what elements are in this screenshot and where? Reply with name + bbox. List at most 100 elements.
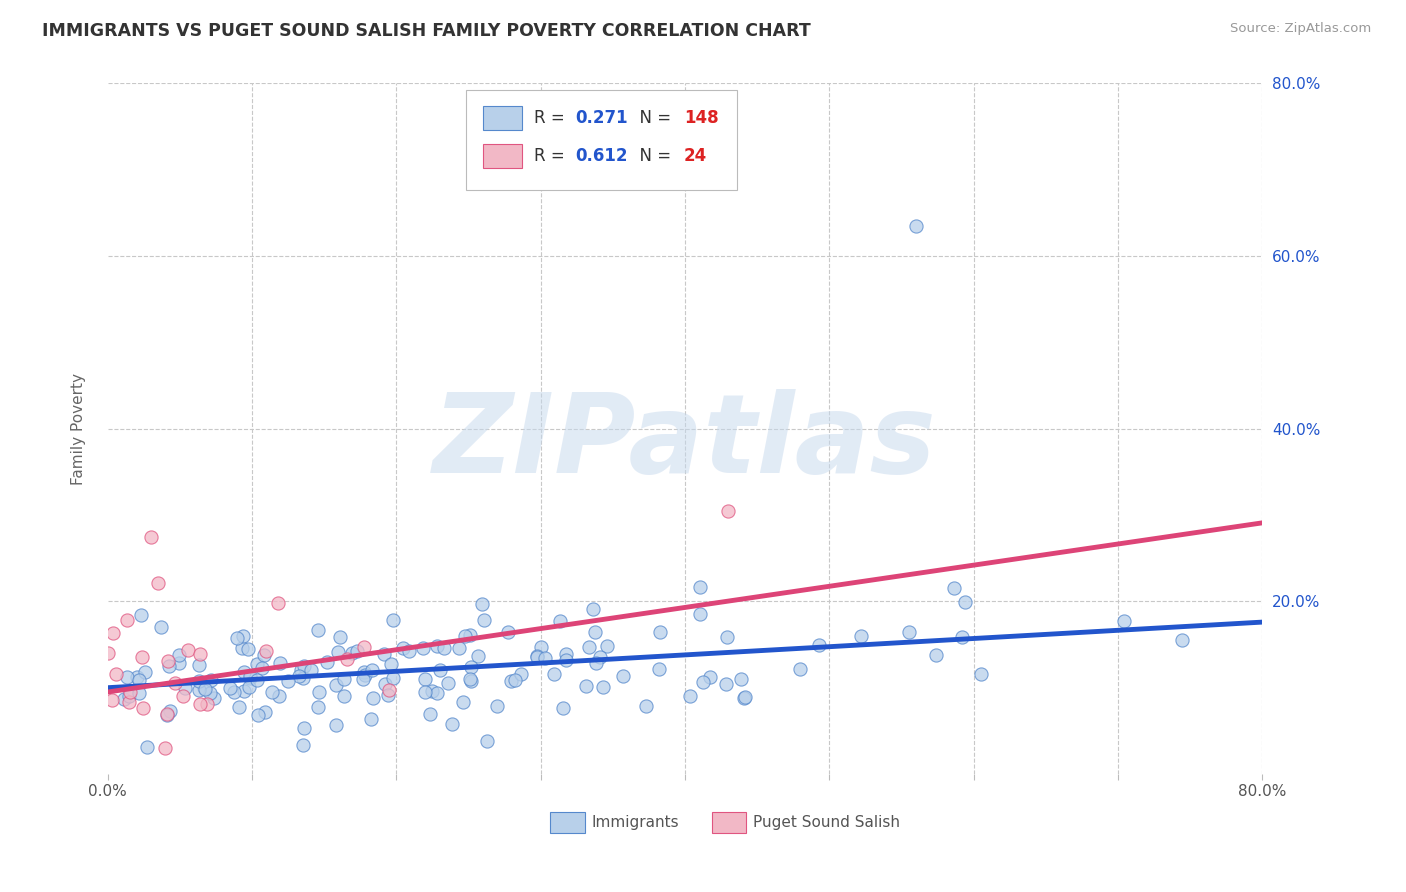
Point bbox=[433, 640, 456, 655]
Point bbox=[128, 673, 150, 688]
Text: 24: 24 bbox=[683, 147, 707, 165]
Point bbox=[159, 704, 181, 718]
Text: Puget Sound Salish: Puget Sound Salish bbox=[754, 815, 900, 830]
Point bbox=[897, 624, 920, 639]
Point bbox=[118, 685, 141, 699]
Point bbox=[153, 741, 176, 756]
Point bbox=[105, 667, 128, 681]
Point bbox=[316, 655, 339, 669]
Point bbox=[346, 644, 368, 658]
Point bbox=[139, 530, 162, 544]
Point bbox=[97, 646, 120, 660]
Point bbox=[398, 643, 420, 657]
Point bbox=[239, 671, 262, 685]
Point bbox=[374, 677, 396, 691]
Point bbox=[451, 695, 474, 709]
Point bbox=[449, 641, 471, 656]
Point bbox=[195, 697, 218, 711]
FancyBboxPatch shape bbox=[550, 812, 585, 833]
Point bbox=[172, 690, 194, 704]
Point bbox=[101, 626, 124, 640]
Point bbox=[277, 674, 299, 689]
Point bbox=[592, 681, 614, 695]
Point bbox=[299, 663, 322, 677]
Point bbox=[955, 595, 977, 609]
Text: R =: R = bbox=[534, 147, 569, 165]
Point bbox=[679, 689, 702, 703]
Point bbox=[125, 670, 148, 684]
Point bbox=[131, 649, 153, 664]
Point bbox=[595, 639, 617, 653]
Point bbox=[413, 672, 436, 686]
Text: ZIPatlas: ZIPatlas bbox=[433, 389, 936, 496]
Point bbox=[553, 700, 575, 714]
Point bbox=[200, 673, 222, 687]
Point bbox=[129, 607, 152, 622]
Point bbox=[733, 690, 755, 705]
Point bbox=[118, 695, 141, 709]
Point bbox=[238, 642, 260, 657]
Point bbox=[352, 672, 374, 686]
Point bbox=[585, 657, 607, 671]
Point bbox=[460, 659, 482, 673]
Point bbox=[198, 686, 221, 700]
Point bbox=[193, 681, 215, 696]
Point bbox=[226, 631, 249, 645]
Point bbox=[254, 644, 277, 658]
Point bbox=[789, 663, 811, 677]
Point bbox=[454, 629, 477, 643]
Point bbox=[100, 693, 122, 707]
Point bbox=[246, 673, 269, 687]
Point bbox=[471, 597, 494, 611]
Point bbox=[340, 646, 363, 660]
Point bbox=[689, 580, 711, 594]
FancyBboxPatch shape bbox=[465, 90, 737, 191]
Point bbox=[382, 671, 405, 685]
Point bbox=[112, 691, 135, 706]
Point bbox=[548, 614, 571, 628]
Point bbox=[361, 690, 384, 705]
Point bbox=[426, 639, 449, 653]
Point bbox=[291, 671, 314, 685]
Point bbox=[734, 690, 756, 705]
Point bbox=[332, 672, 354, 686]
Point bbox=[219, 681, 242, 695]
Point bbox=[134, 665, 156, 680]
Point bbox=[156, 706, 179, 721]
Point bbox=[360, 713, 382, 727]
Point bbox=[391, 640, 413, 655]
Point bbox=[499, 673, 522, 688]
Point bbox=[232, 629, 254, 643]
Point bbox=[574, 679, 596, 693]
Point bbox=[692, 674, 714, 689]
Point bbox=[503, 673, 526, 688]
Point bbox=[717, 504, 740, 518]
Point bbox=[526, 649, 548, 664]
Point bbox=[924, 648, 946, 662]
Point bbox=[239, 669, 262, 683]
Point bbox=[583, 625, 606, 640]
Point bbox=[228, 700, 250, 714]
Point bbox=[440, 717, 463, 731]
Point bbox=[612, 669, 634, 683]
Point bbox=[169, 648, 191, 662]
Point bbox=[231, 641, 253, 656]
Point bbox=[307, 699, 329, 714]
Point bbox=[485, 699, 508, 714]
Point bbox=[292, 721, 315, 735]
Point bbox=[555, 653, 578, 667]
Point bbox=[467, 648, 489, 663]
Point bbox=[128, 686, 150, 700]
Point bbox=[380, 657, 402, 671]
Point bbox=[294, 659, 316, 673]
Point bbox=[426, 686, 449, 700]
Point bbox=[325, 717, 347, 731]
Point bbox=[269, 690, 291, 704]
Point bbox=[194, 682, 217, 697]
Text: 0.271: 0.271 bbox=[575, 109, 628, 127]
Point bbox=[187, 673, 209, 688]
Text: IMMIGRANTS VS PUGET SOUND SALISH FAMILY POVERTY CORRELATION CHART: IMMIGRANTS VS PUGET SOUND SALISH FAMILY … bbox=[42, 22, 811, 40]
Point bbox=[325, 678, 347, 692]
Point bbox=[647, 662, 669, 676]
FancyBboxPatch shape bbox=[484, 145, 522, 168]
